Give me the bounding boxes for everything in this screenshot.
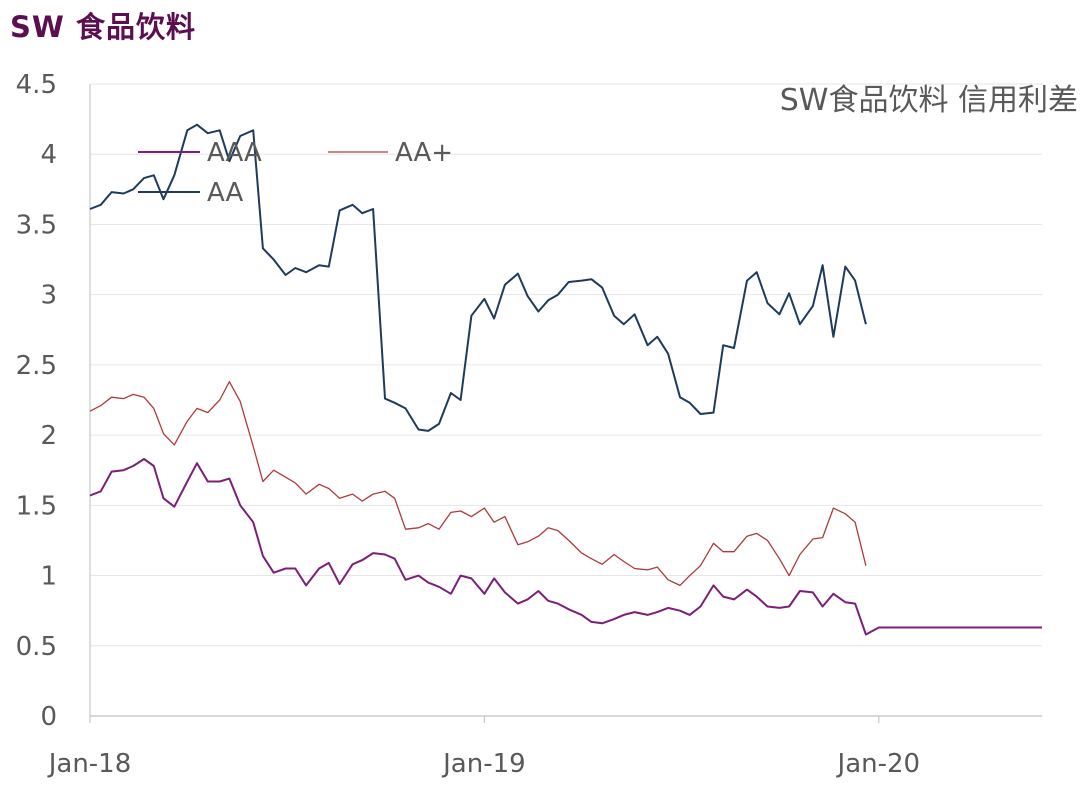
y-tick-label: 4.5 xyxy=(16,70,57,100)
page-title: SW 食品饮料 xyxy=(10,10,196,44)
y-tick-label: 3.5 xyxy=(16,210,57,240)
legend-label: AA xyxy=(207,178,244,208)
x-tick-label: Jan-20 xyxy=(836,749,921,779)
legend-label: AAA xyxy=(207,138,262,168)
y-tick-label: 1.5 xyxy=(16,491,57,521)
x-tick-label: Jan-18 xyxy=(47,749,132,779)
y-tick-label: 3 xyxy=(40,281,57,311)
y-tick-label: 1 xyxy=(40,562,57,592)
series-lines xyxy=(89,123,1042,636)
y-tick-label: 2.5 xyxy=(16,351,57,381)
y-tick-label: 2 xyxy=(40,421,57,451)
y-tick-label: 0.5 xyxy=(16,632,57,662)
legend: AAA AA+ AA xyxy=(138,138,453,208)
series-line-aa-plus xyxy=(89,381,867,587)
y-tick-label: 0 xyxy=(40,702,57,732)
series-line-aa xyxy=(89,123,867,432)
series-line-aaa xyxy=(89,458,1042,636)
legend-label: AA+ xyxy=(395,138,453,168)
x-tick-label: Jan-19 xyxy=(441,749,526,779)
gridlines xyxy=(90,83,1042,647)
y-tick-label: 4 xyxy=(40,140,57,170)
axes: 0 0.5 1 1.5 2 2.5 3 3.5 4 4.5 Jan-18 Jan-19 Jan-20 xyxy=(16,70,1042,779)
chart-title: SW食品饮料 信用利差 xyxy=(780,83,1078,118)
